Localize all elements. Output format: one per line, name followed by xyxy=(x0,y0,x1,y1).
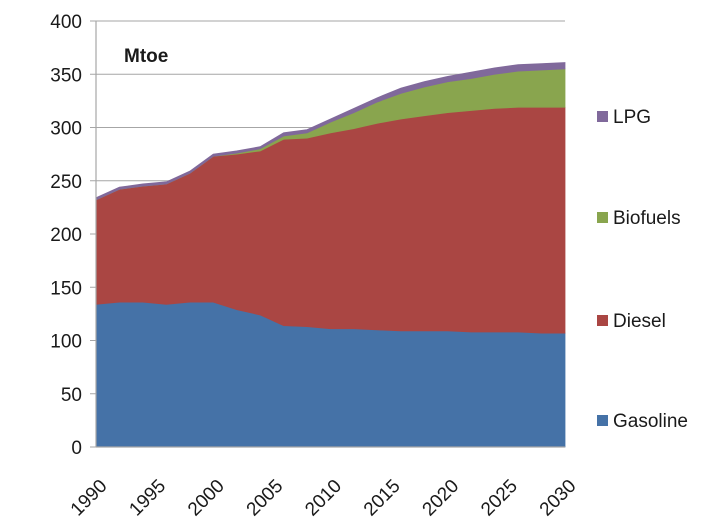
y-tick-label: 200 xyxy=(50,225,82,246)
x-tick-label: 2005 xyxy=(243,476,288,521)
y-tick-label: 100 xyxy=(50,332,82,353)
y-tick-label: 400 xyxy=(50,12,82,33)
y-tick-label: 250 xyxy=(50,172,82,193)
x-tick-label: 2000 xyxy=(184,476,229,521)
stacked-areas xyxy=(95,62,566,448)
x-tick-label: 2015 xyxy=(360,476,405,521)
legend-item-gasoline: Gasoline xyxy=(597,411,688,432)
y-tick-label: 0 xyxy=(71,438,82,459)
x-axis-tick-labels: 1990 1995 2000 2005 2010 2015 2020 2025 2030 xyxy=(67,476,581,521)
legend-label: Biofuels xyxy=(613,208,681,229)
x-tick-label: 2025 xyxy=(477,476,522,521)
x-tick-label: 2030 xyxy=(536,476,581,521)
y-tick-label: 350 xyxy=(50,65,82,86)
y-tick-label: 50 xyxy=(61,385,82,406)
x-tick-label: 1995 xyxy=(125,476,170,521)
y-tick-label: 150 xyxy=(50,278,82,299)
legend-item-diesel: Diesel xyxy=(597,311,666,332)
legend-swatch xyxy=(597,415,608,426)
area-diesel xyxy=(95,106,566,334)
legend-label: Diesel xyxy=(613,311,666,332)
x-tick-label: 2020 xyxy=(419,476,464,521)
legend: LPG Biofuels Diesel Gasoline xyxy=(597,107,688,432)
x-tick-label: 1990 xyxy=(67,476,112,521)
legend-label: Gasoline xyxy=(613,411,688,432)
legend-item-lpg: LPG xyxy=(597,107,651,128)
legend-swatch xyxy=(597,212,608,223)
legend-item-biofuels: Biofuels xyxy=(597,208,681,229)
unit-label: Mtoe xyxy=(124,46,168,67)
legend-label: LPG xyxy=(613,107,651,128)
y-tick-label: 300 xyxy=(50,119,82,140)
legend-swatch xyxy=(597,111,608,122)
axes xyxy=(90,20,565,448)
y-axis-tick-labels: 0 50 100 150 200 250 300 350 400 xyxy=(50,12,82,459)
x-tick-label: 2010 xyxy=(301,476,346,521)
area-lpg xyxy=(95,62,566,201)
legend-swatch xyxy=(597,315,608,326)
